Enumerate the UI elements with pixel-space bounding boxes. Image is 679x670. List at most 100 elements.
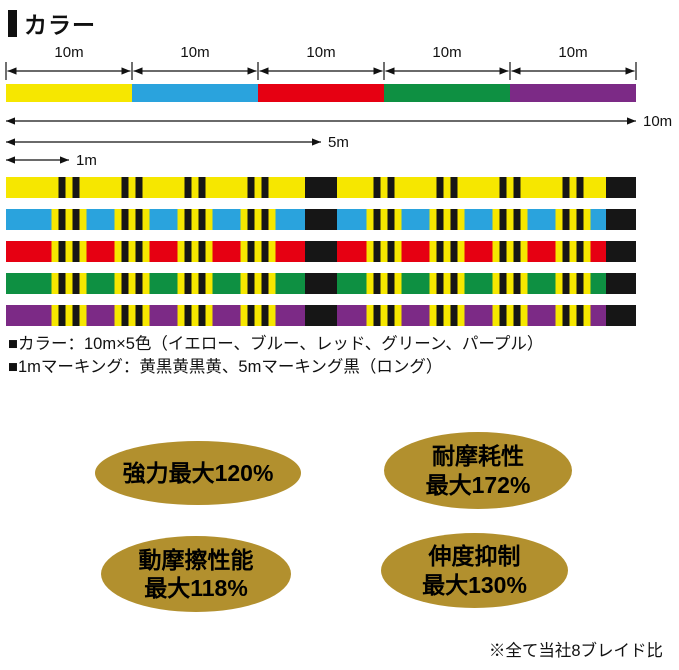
five-meter-long-mark bbox=[305, 209, 337, 230]
arrowhead-left bbox=[511, 67, 521, 75]
one-meter-mark-stripe bbox=[79, 273, 87, 294]
one-meter-mark-stripe bbox=[576, 273, 584, 294]
five-meter-long-mark bbox=[606, 209, 636, 230]
measure-label: 10m bbox=[643, 113, 672, 130]
one-meter-mark-stripe bbox=[429, 305, 437, 326]
one-meter-mark-stripe bbox=[121, 177, 129, 198]
five-meter-long-mark bbox=[606, 273, 636, 294]
one-meter-mark-stripe bbox=[79, 209, 87, 230]
one-meter-mark-stripe bbox=[51, 273, 59, 294]
one-meter-mark-stripe bbox=[65, 305, 73, 326]
five-meter-long-mark bbox=[305, 177, 337, 198]
ruler-segment-arrow bbox=[133, 67, 257, 75]
one-meter-mark-stripe bbox=[72, 241, 80, 262]
one-meter-mark-stripe bbox=[261, 273, 269, 294]
ruler-segment-arrow bbox=[385, 67, 509, 75]
one-meter-mark-stripe bbox=[373, 305, 381, 326]
one-meter-mark-stripe bbox=[51, 305, 59, 326]
one-meter-mark-stripe bbox=[520, 305, 528, 326]
one-meter-mark-stripe bbox=[254, 209, 262, 230]
one-meter-mark-stripe bbox=[114, 241, 122, 262]
one-meter-mark-stripe bbox=[562, 305, 570, 326]
one-meter-mark-stripe bbox=[198, 273, 206, 294]
one-meter-mark-stripe bbox=[184, 241, 192, 262]
one-meter-mark-stripe bbox=[205, 177, 213, 198]
measure-arrow-5m bbox=[6, 138, 321, 146]
badge-friction-line2: 最大118% bbox=[144, 575, 248, 601]
one-meter-mark-stripe bbox=[492, 209, 500, 230]
one-meter-mark-stripe bbox=[366, 177, 374, 198]
one-meter-mark-stripe bbox=[555, 273, 563, 294]
one-meter-mark-stripe bbox=[142, 177, 150, 198]
one-meter-mark-stripe bbox=[72, 209, 80, 230]
arrowhead-right bbox=[373, 67, 383, 75]
one-meter-mark-stripe bbox=[569, 273, 577, 294]
ruler-segment-label: 10m bbox=[558, 44, 587, 61]
arrowhead-right bbox=[499, 67, 509, 75]
five-meter-long-mark bbox=[606, 241, 636, 262]
one-meter-mark-stripe bbox=[457, 209, 465, 230]
one-meter-mark-stripe bbox=[65, 241, 73, 262]
one-meter-mark-stripe bbox=[191, 241, 199, 262]
color-bar-segment bbox=[258, 84, 384, 102]
one-meter-mark-stripe bbox=[555, 241, 563, 262]
one-meter-mark-stripe bbox=[443, 305, 451, 326]
one-meter-mark-stripe bbox=[51, 209, 59, 230]
color-spec-note: ■カラー：10m×5色（イエロー、ブルー、レッド、グリーン、パープル） bbox=[8, 335, 544, 353]
color-bar-segment bbox=[384, 84, 510, 102]
one-meter-mark-stripe bbox=[58, 209, 66, 230]
arrowhead-right bbox=[627, 117, 636, 125]
one-meter-mark-stripe bbox=[261, 305, 269, 326]
one-meter-mark-stripe bbox=[457, 305, 465, 326]
one-meter-mark-stripe bbox=[583, 241, 591, 262]
one-meter-mark-stripe bbox=[443, 177, 451, 198]
one-meter-mark-stripe bbox=[576, 241, 584, 262]
badge-dynamic-friction: 動摩擦性能 最大118% bbox=[101, 536, 291, 612]
one-meter-mark-stripe bbox=[387, 241, 395, 262]
one-meter-mark-stripe bbox=[394, 177, 402, 198]
one-meter-mark-stripe bbox=[436, 241, 444, 262]
ruler-segment-arrow bbox=[511, 67, 635, 75]
one-meter-mark-stripe bbox=[205, 305, 213, 326]
one-meter-mark-stripe bbox=[373, 177, 381, 198]
one-meter-mark-stripe bbox=[58, 305, 66, 326]
five-meter-long-mark bbox=[305, 273, 337, 294]
one-meter-mark-stripe bbox=[198, 209, 206, 230]
one-meter-mark-stripe bbox=[576, 177, 584, 198]
one-meter-mark-stripe bbox=[513, 209, 521, 230]
one-meter-mark-stripe bbox=[520, 177, 528, 198]
one-meter-mark-stripe bbox=[142, 273, 150, 294]
one-meter-mark-stripe bbox=[240, 273, 248, 294]
one-meter-mark-stripe bbox=[380, 273, 388, 294]
arrowhead-right bbox=[247, 67, 257, 75]
one-meter-mark-stripe bbox=[394, 241, 402, 262]
one-meter-mark-stripe bbox=[121, 241, 129, 262]
one-meter-mark-stripe bbox=[380, 241, 388, 262]
one-meter-mark-stripe bbox=[142, 305, 150, 326]
one-meter-mark-stripe bbox=[569, 177, 577, 198]
one-meter-mark-stripe bbox=[72, 273, 80, 294]
one-meter-mark-stripe bbox=[177, 241, 185, 262]
one-meter-mark-stripe bbox=[436, 305, 444, 326]
five-meter-long-mark bbox=[305, 305, 337, 326]
one-meter-mark-stripe bbox=[135, 273, 143, 294]
one-meter-mark-stripe bbox=[135, 241, 143, 262]
one-meter-mark-stripe bbox=[394, 273, 402, 294]
arrowhead-left bbox=[385, 67, 395, 75]
measure-arrow-10m bbox=[6, 117, 636, 125]
one-meter-mark-stripe bbox=[443, 209, 451, 230]
one-meter-mark-stripe bbox=[79, 177, 87, 198]
one-meter-mark-stripe bbox=[72, 177, 80, 198]
one-meter-mark-stripe bbox=[135, 305, 143, 326]
one-meter-mark-stripe bbox=[583, 273, 591, 294]
one-meter-mark-stripe bbox=[569, 209, 577, 230]
one-meter-mark-stripe bbox=[499, 305, 507, 326]
one-meter-mark-stripe bbox=[373, 273, 381, 294]
one-meter-mark-stripe bbox=[121, 305, 129, 326]
one-meter-mark-stripe bbox=[562, 273, 570, 294]
arrowhead-left bbox=[6, 117, 15, 125]
one-meter-mark-stripe bbox=[184, 209, 192, 230]
badge-abrasion-line1: 耐摩耗性 bbox=[432, 443, 524, 470]
one-meter-mark-stripe bbox=[443, 241, 451, 262]
one-meter-mark-stripe bbox=[520, 273, 528, 294]
